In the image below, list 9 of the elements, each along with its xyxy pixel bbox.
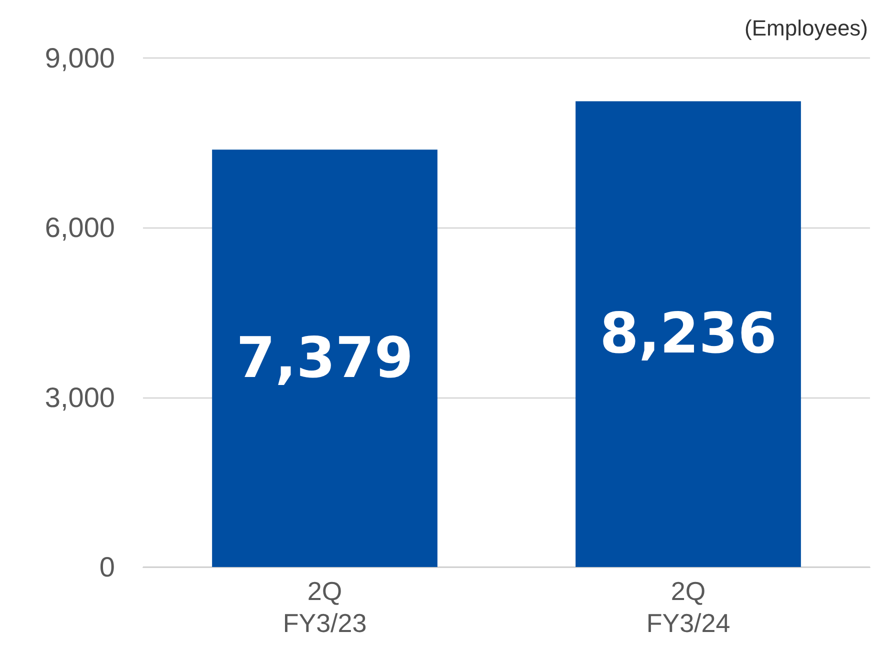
x-tick-label: 2Q FY3/23 (282, 576, 367, 638)
y-tick-label: 6,000 (44, 212, 115, 244)
data-label: 7,379 (236, 326, 414, 391)
y-tick-label: 9,000 (44, 42, 115, 74)
data-label: 8,236 (600, 302, 777, 367)
y-axis-title: (Employees) (744, 16, 868, 40)
y-tick-label: 0 (99, 552, 115, 582)
x-tick-label: 2Q FY3/24 (646, 576, 730, 638)
y-tick-label: 3,000 (44, 382, 115, 413)
